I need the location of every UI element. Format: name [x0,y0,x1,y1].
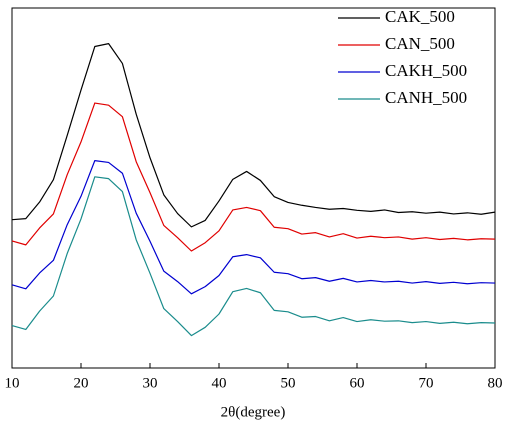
series-line [11,43,496,228]
x-tick-label: 50 [281,375,296,391]
x-tick-label: 70 [419,375,434,391]
x-tick-label: 40 [212,375,227,391]
x-tick-label: 20 [74,375,89,391]
legend-label: CAN_500 [385,34,455,53]
legend-label: CAK_500 [385,7,455,26]
legend-label: CANH_500 [385,88,467,107]
legend-label: CAKH_500 [385,61,467,80]
series-line [11,102,496,252]
series-line [11,160,496,295]
x-axis-label: 2θ(degree) [221,404,286,420]
plot-frame [11,7,496,369]
x-tick-label: 10 [5,375,20,391]
series-line [11,176,496,337]
x-tick-label: 60 [350,375,365,391]
x-tick-label: 30 [143,375,158,391]
x-tick-label: 80 [488,375,503,391]
